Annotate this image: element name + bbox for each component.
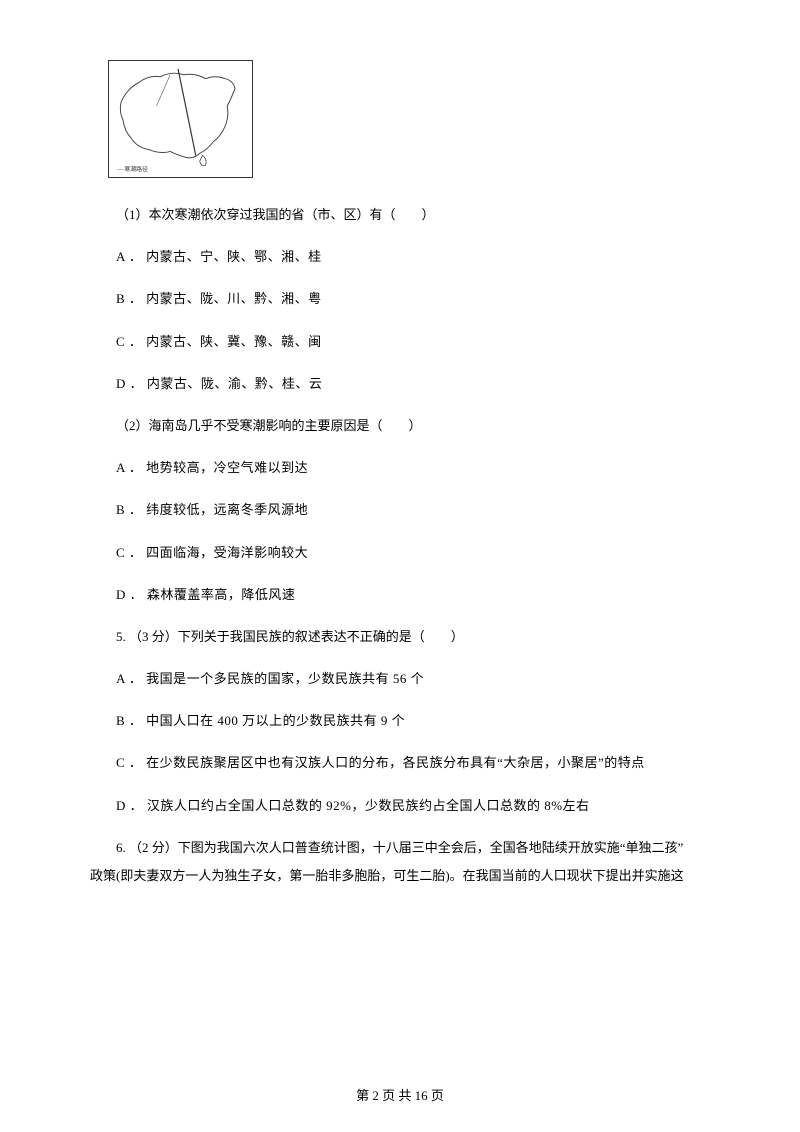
q4-sub2-opt-a: A ． 地势较高，冷空气难以到达 <box>90 459 710 477</box>
q4-sub1-stem: （1）本次寒潮依次穿过我国的省（市、区）有（ ） <box>90 206 710 224</box>
q5-opt-a: A ． 我国是一个多民族的国家，少数民族共有 56 个 <box>90 670 710 688</box>
q4-sub2-opt-b: B ． 纬度较低，远离冬季风源地 <box>90 501 710 519</box>
page-footer: 第 2 页 共 16 页 <box>0 1085 800 1104</box>
china-map-outline: — 寒潮路径 <box>108 60 253 178</box>
q6-stem-line2: 政策(即夫妻双方一人为独生子女，第一胎非多胞胎，可生二胎)。在我国当前的人口现状… <box>90 867 710 885</box>
document-body: （1）本次寒潮依次穿过我国的省（市、区）有（ ） A ． 内蒙古、宁、陕、鄂、湘… <box>90 206 710 885</box>
q5-stem: 5. （3 分）下列关于我国民族的叙述表达不正确的是（ ） <box>90 628 710 646</box>
map-figure: — 寒潮路径 <box>108 60 710 178</box>
q4-sub2-opt-d: D ． 森林覆盖率高，降低风速 <box>90 586 710 604</box>
q4-sub1-opt-c: C ． 内蒙古、陕、冀、豫、赣、闽 <box>90 333 710 351</box>
q4-sub1-opt-d: D ． 内蒙古、陇、渝、黔、桂、云 <box>90 375 710 393</box>
q5-opt-b: B ． 中国人口在 400 万以上的少数民族共有 9 个 <box>90 712 710 730</box>
q4-sub1-opt-b: B ． 内蒙古、陇、川、黔、湘、粤 <box>90 290 710 308</box>
q6-stem-line1: 6. （2 分）下图为我国六次人口普查统计图，十八届三中全会后，全国各地陆续开放… <box>90 839 710 857</box>
q5-opt-d: D ． 汉族人口约占全国人口总数的 92%，少数民族约占全国人口总数的 8%左右 <box>90 797 710 815</box>
q4-sub2-opt-c: C ． 四面临海，受海洋影响较大 <box>90 544 710 562</box>
q4-sub2-stem: （2）海南岛几乎不受寒潮影响的主要原因是（ ） <box>90 417 710 435</box>
q5-opt-c: C ． 在少数民族聚居区中也有汉族人口的分布，各民族分布具有“大杂居，小聚居”的… <box>90 754 710 772</box>
q4-sub1-opt-a: A ． 内蒙古、宁、陕、鄂、湘、桂 <box>90 248 710 266</box>
svg-text:— 寒潮路径: — 寒潮路径 <box>116 165 148 173</box>
